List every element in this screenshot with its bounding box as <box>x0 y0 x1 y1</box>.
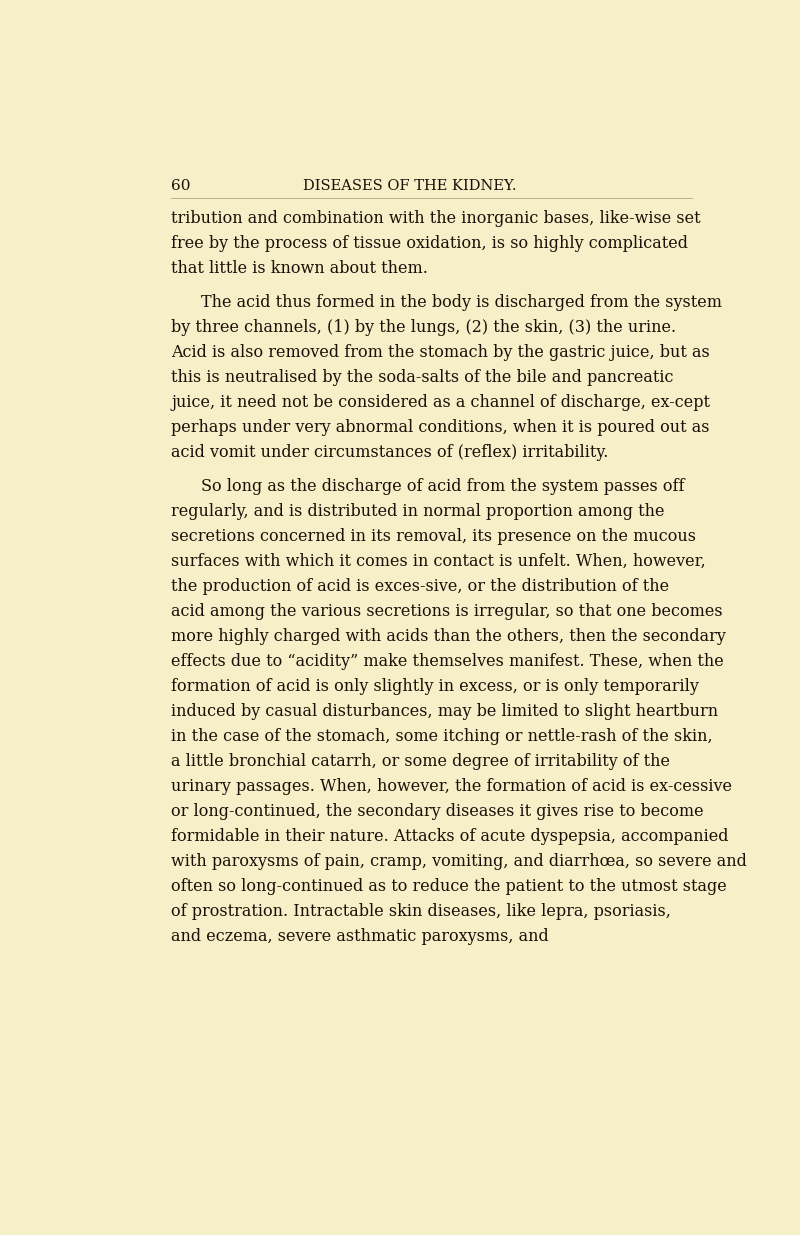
Text: or long-continued, the secondary diseases it gives rise to become: or long-continued, the secondary disease… <box>171 803 704 820</box>
Text: by three channels, (1) by the lungs, (2) the skin, (3) the urine.: by three channels, (1) by the lungs, (2)… <box>171 319 677 336</box>
Text: in the case of the stomach, some itching or nettle-rash of the skin,: in the case of the stomach, some itching… <box>171 727 713 745</box>
Text: formidable in their nature. Attacks of acute dyspepsia, accompanied: formidable in their nature. Attacks of a… <box>171 827 729 845</box>
Text: perhaps under very abnormal conditions, when it is poured out as: perhaps under very abnormal conditions, … <box>171 419 710 436</box>
Text: So long as the discharge of acid from the system passes off: So long as the discharge of acid from th… <box>201 478 685 495</box>
Text: The acid thus formed in the body is discharged from the system: The acid thus formed in the body is disc… <box>201 294 722 311</box>
Text: Acid is also removed from the stomach by the gastric juice, but as: Acid is also removed from the stomach by… <box>171 343 710 361</box>
Text: and eczema, severe asthmatic paroxysms, and: and eczema, severe asthmatic paroxysms, … <box>171 927 549 945</box>
Text: urinary passages. When, however, the formation of acid is ex-cessive: urinary passages. When, however, the for… <box>171 778 732 795</box>
Text: a little bronchial catarrh, or some degree of irritability of the: a little bronchial catarrh, or some degr… <box>171 752 670 769</box>
Text: with paroxysms of pain, cramp, vomiting, and diarrhœa, so severe and: with paroxysms of pain, cramp, vomiting,… <box>171 853 747 869</box>
Text: the production of acid is exces-sive, or the distribution of the: the production of acid is exces-sive, or… <box>171 578 670 595</box>
Text: formation of acid is only slightly in excess, or is only temporarily: formation of acid is only slightly in ex… <box>171 678 699 695</box>
Text: regularly, and is distributed in normal proportion among the: regularly, and is distributed in normal … <box>171 503 665 520</box>
Text: secretions concerned in its removal, its presence on the mucous: secretions concerned in its removal, its… <box>171 527 696 545</box>
Text: surfaces with which it comes in contact is unfelt. When, however,: surfaces with which it comes in contact … <box>171 552 706 569</box>
Text: DISEASES OF THE KIDNEY.: DISEASES OF THE KIDNEY. <box>303 179 517 193</box>
Text: tribution and combination with the inorganic bases, like-wise set: tribution and combination with the inorg… <box>171 210 701 227</box>
Text: this is neutralised by the soda-salts of the bile and pancreatic: this is neutralised by the soda-salts of… <box>171 369 674 385</box>
Text: induced by casual disturbances, may be limited to slight heartburn: induced by casual disturbances, may be l… <box>171 703 718 720</box>
Text: of prostration. Intractable skin diseases, like lepra, psoriasis,: of prostration. Intractable skin disease… <box>171 903 671 920</box>
Text: juice, it need not be considered as a channel of discharge, ex-cept: juice, it need not be considered as a ch… <box>171 394 710 411</box>
Text: 60: 60 <box>171 179 191 193</box>
Text: acid vomit under circumstances of (reflex) irritability.: acid vomit under circumstances of (refle… <box>171 443 609 461</box>
Text: that little is known about them.: that little is known about them. <box>171 261 428 277</box>
Text: more highly charged with acids than the others, then the secondary: more highly charged with acids than the … <box>171 627 726 645</box>
Text: free by the process of tissue oxidation, is so highly complicated: free by the process of tissue oxidation,… <box>171 235 688 252</box>
Text: effects due to “acidity” make themselves manifest. These, when the: effects due to “acidity” make themselves… <box>171 652 724 669</box>
Text: acid among the various secretions is irregular, so that one becomes: acid among the various secretions is irr… <box>171 603 723 620</box>
Text: often so long-continued as to reduce the patient to the utmost stage: often so long-continued as to reduce the… <box>171 878 727 895</box>
